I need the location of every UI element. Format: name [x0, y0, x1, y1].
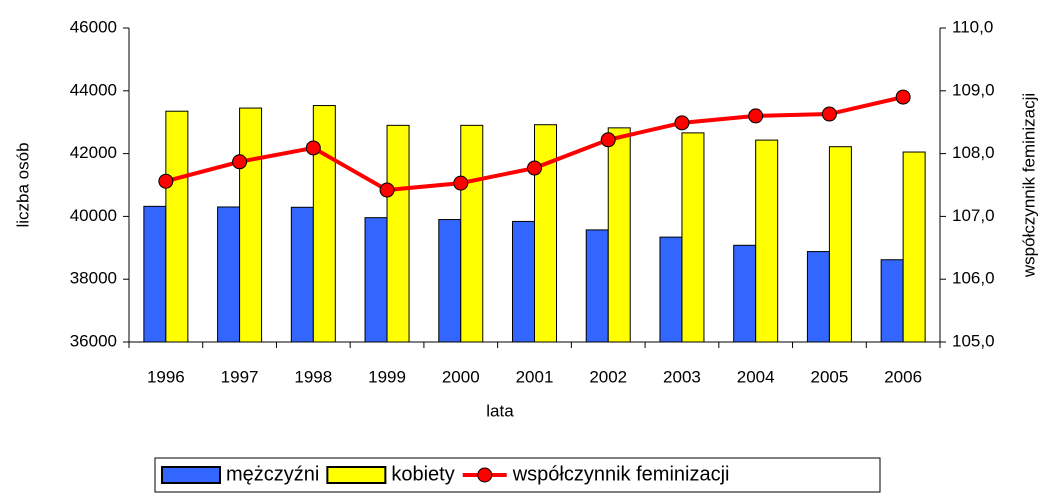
bar — [143, 205, 167, 343]
x-tick-label: 2002 — [589, 367, 627, 386]
y-tick-label: 46000 — [70, 17, 117, 36]
bar — [217, 206, 241, 343]
y2-tick-label: 107,0 — [952, 206, 995, 225]
x-tick-label: 1996 — [147, 367, 185, 386]
legend-label: kobiety — [391, 463, 454, 485]
x-tick-label: 1998 — [294, 367, 332, 386]
line-marker — [600, 132, 616, 148]
bar — [312, 105, 336, 343]
bar — [386, 124, 410, 343]
x-tick-label: 1999 — [368, 367, 406, 386]
bar — [364, 217, 388, 343]
bar — [902, 151, 926, 343]
y-axis-label: liczba osób — [13, 142, 32, 227]
bar — [165, 110, 189, 343]
legend-swatch — [161, 466, 221, 484]
bar — [659, 236, 683, 343]
x-axis-label: lata — [486, 401, 514, 420]
line-marker — [821, 106, 837, 122]
bar — [438, 219, 462, 343]
y-tick-label: 40000 — [70, 206, 117, 225]
bar — [585, 229, 609, 343]
y-tick-label: 44000 — [70, 80, 117, 99]
legend-swatch — [477, 467, 493, 483]
x-tick-label: 2006 — [884, 367, 922, 386]
legend-label: mężczyźni — [226, 463, 319, 485]
y2-tick-label: 106,0 — [952, 269, 995, 288]
line-marker — [748, 108, 764, 124]
bar — [806, 251, 830, 343]
bar — [290, 206, 314, 343]
bar — [534, 124, 557, 343]
legend-swatch — [326, 466, 387, 484]
x-tick-label: 2004 — [737, 367, 775, 386]
x-tick-label: 2005 — [810, 367, 848, 386]
x-tick-label: 2000 — [442, 367, 480, 386]
line-marker — [674, 115, 690, 131]
bar — [880, 259, 904, 343]
x-tick-label: 1997 — [221, 367, 259, 386]
y2-tick-label: 110,0 — [952, 17, 993, 36]
y-tick-label: 38000 — [70, 269, 117, 288]
bar — [460, 124, 484, 343]
line-marker — [895, 89, 911, 105]
bar — [733, 244, 757, 343]
bar — [239, 107, 263, 343]
bar — [681, 132, 705, 343]
line-marker — [158, 173, 174, 189]
bar — [755, 139, 779, 343]
line-marker — [305, 140, 321, 156]
x-tick-label: 2001 — [516, 367, 554, 386]
line-marker — [379, 182, 395, 198]
legend-box — [154, 457, 881, 493]
line-marker — [232, 154, 248, 170]
bar — [828, 146, 852, 343]
bar — [607, 127, 631, 343]
x-tick-label: 2003 — [663, 367, 701, 386]
y-tick-label: 42000 — [70, 143, 117, 162]
y2-tick-label: 108,0 — [952, 143, 995, 162]
line-marker — [453, 175, 469, 191]
y-tick-label: 36000 — [70, 331, 117, 350]
y2-axis-label: współczynnik feminizacji — [1019, 93, 1038, 278]
y2-tick-label: 109,0 — [952, 80, 995, 99]
line-marker — [527, 160, 542, 176]
bar — [512, 220, 535, 343]
y2-tick-label: 105,0 — [952, 331, 995, 350]
legend-label: współczynnik feminizacji — [512, 463, 730, 485]
